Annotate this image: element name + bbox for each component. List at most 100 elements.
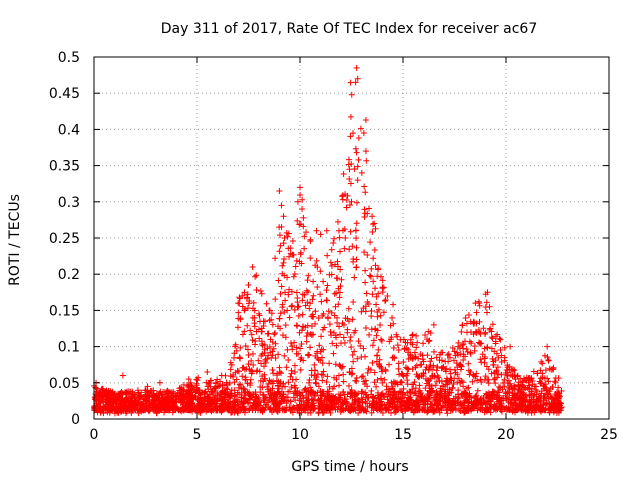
data-point (348, 91, 355, 98)
data-point (319, 354, 326, 361)
data-point (498, 406, 505, 413)
data-point (454, 349, 461, 356)
data-point (355, 409, 362, 416)
data-point (319, 377, 326, 384)
data-point (323, 297, 330, 304)
data-point (194, 377, 201, 384)
data-point (299, 327, 306, 334)
data-point (482, 373, 489, 380)
data-point (415, 388, 422, 395)
data-point (249, 305, 256, 312)
data-point (193, 382, 200, 389)
data-point (315, 356, 322, 363)
data-point (227, 359, 234, 366)
data-point (323, 227, 330, 234)
data-point (393, 403, 400, 410)
data-point (269, 409, 276, 416)
data-point (308, 331, 315, 338)
data-point (231, 379, 238, 386)
data-point (453, 360, 460, 367)
data-point (142, 395, 149, 402)
data-point (352, 79, 359, 86)
data-point (239, 373, 246, 380)
data-point (317, 231, 324, 238)
data-point (376, 360, 383, 367)
data-point (466, 371, 473, 378)
data-point (355, 397, 362, 404)
data-point (221, 390, 228, 397)
data-point (270, 345, 277, 352)
data-point (377, 336, 384, 343)
data-point (207, 406, 214, 413)
data-point (324, 282, 331, 289)
data-point (99, 406, 106, 413)
data-point (303, 338, 310, 345)
data-point (131, 392, 138, 399)
data-point (268, 354, 275, 361)
data-point (460, 357, 467, 364)
data-point (411, 349, 418, 356)
data-point (281, 255, 288, 262)
data-point (551, 378, 558, 385)
data-point (245, 361, 252, 368)
data-point (326, 383, 333, 390)
data-point (262, 404, 269, 411)
data-point (351, 404, 358, 411)
data-point (548, 366, 555, 373)
data-point (522, 377, 529, 384)
data-point (210, 398, 217, 405)
data-point (421, 401, 428, 408)
data-point (123, 389, 130, 396)
data-point (290, 394, 297, 401)
data-point (350, 258, 357, 265)
data-point (334, 314, 341, 321)
data-point (115, 394, 122, 401)
data-point (245, 400, 252, 407)
data-point (442, 366, 449, 373)
data-point (165, 403, 172, 410)
data-point (485, 393, 492, 400)
data-point (339, 320, 346, 327)
data-point (241, 398, 248, 405)
data-point (474, 377, 481, 384)
data-point (355, 134, 362, 141)
data-point (241, 307, 248, 314)
data-point (293, 289, 300, 296)
data-point (353, 244, 360, 251)
data-point (380, 309, 387, 316)
data-point (310, 278, 317, 285)
data-point (274, 372, 281, 379)
data-point (302, 302, 309, 309)
data-point (450, 381, 457, 388)
data-point (311, 361, 318, 368)
data-point (455, 405, 462, 412)
data-point (214, 389, 221, 396)
data-point (276, 407, 283, 414)
data-point (169, 393, 176, 400)
data-point (156, 379, 163, 386)
data-point (335, 397, 342, 404)
data-point (309, 296, 316, 303)
data-point (214, 394, 221, 401)
data-point (537, 393, 544, 400)
data-point (291, 271, 298, 278)
data-point (404, 339, 411, 346)
data-point (254, 405, 261, 412)
data-point (368, 409, 375, 416)
data-point (507, 380, 514, 387)
data-point (432, 382, 439, 389)
data-point (505, 377, 512, 384)
data-point (297, 392, 304, 399)
data-point (281, 352, 288, 359)
y-tick-label: 0.45 (49, 86, 80, 102)
data-point (373, 293, 380, 300)
data-point (314, 348, 321, 355)
data-point (367, 239, 374, 246)
data-point (233, 347, 240, 354)
data-point (277, 242, 284, 249)
data-point (360, 130, 367, 137)
data-point (371, 220, 378, 227)
data-point (426, 382, 433, 389)
data-point (375, 306, 382, 313)
data-point (212, 379, 219, 386)
